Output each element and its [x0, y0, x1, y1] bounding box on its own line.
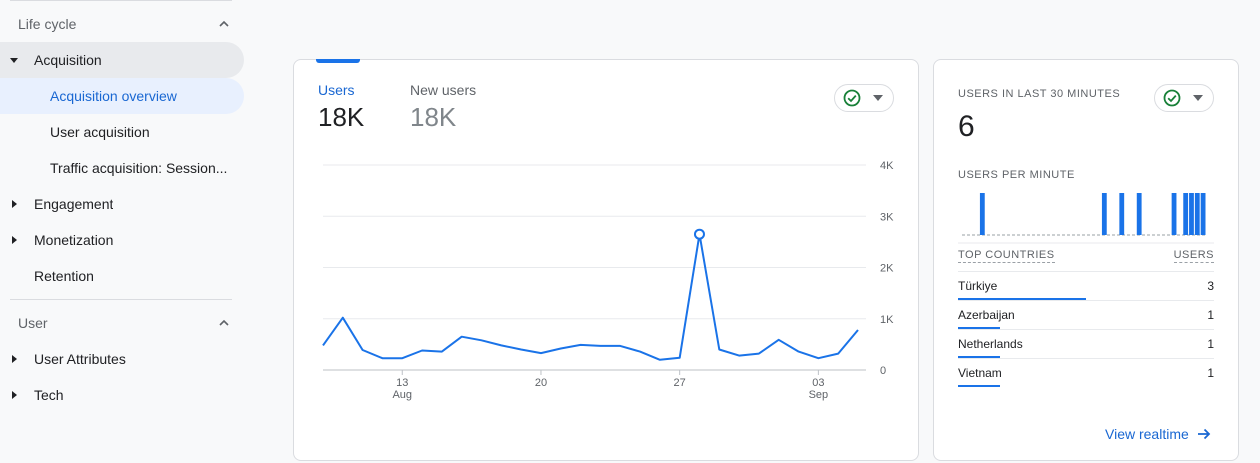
- caret-right-icon: [12, 200, 17, 208]
- realtime-data-quality-dropdown[interactable]: [1154, 84, 1214, 112]
- realtime-card: [933, 59, 1239, 461]
- data-quality-dropdown[interactable]: [834, 84, 894, 112]
- metric-value: 18K: [318, 102, 365, 132]
- country-share-bar: [958, 385, 1001, 387]
- highlighted-point: [693, 228, 705, 240]
- country-users: 1: [1207, 366, 1214, 380]
- x-tick-month-label: Sep: [809, 389, 829, 401]
- x-tick-label: 27: [674, 377, 686, 389]
- metric-tab-new-users[interactable]: New users 18K: [410, 82, 476, 133]
- caret-down-icon: [10, 58, 18, 63]
- country-users: 1: [1207, 308, 1214, 322]
- per-minute-bar: [1136, 193, 1142, 235]
- per-minute-bar: [1101, 193, 1107, 235]
- caret-down-icon: [1193, 95, 1203, 101]
- check-circle-icon: [843, 89, 861, 107]
- check-circle-icon: [1163, 89, 1181, 107]
- section-life-cycle[interactable]: Life cycle: [0, 6, 244, 42]
- x-tick-label: 20: [535, 377, 547, 389]
- country-row[interactable]: Vietnam 1: [958, 358, 1214, 387]
- users-per-minute-label: USERS PER MINUTE: [958, 169, 1075, 181]
- section-user-label: User: [18, 315, 48, 331]
- sidebar-item-acquisition[interactable]: Acquisition: [0, 42, 244, 78]
- country-name: Türkiye: [958, 279, 998, 293]
- country-name: Azerbaijan: [958, 308, 1015, 322]
- selected-metric-indicator: [316, 59, 360, 63]
- section-life-cycle-label: Life cycle: [18, 16, 77, 32]
- country-share-bar: [958, 356, 1001, 358]
- country-users: 1: [1207, 337, 1214, 351]
- metric-value: 18K: [410, 102, 457, 132]
- sidebar-item-user-attributes[interactable]: User Attributes: [0, 341, 244, 377]
- per-minute-bar: [1189, 193, 1194, 235]
- caret-right-icon: [12, 391, 17, 399]
- section-user[interactable]: User: [0, 305, 244, 341]
- country-row[interactable]: Azerbaijan 1: [958, 300, 1214, 329]
- caret-right-icon: [12, 236, 17, 244]
- y-tick-label: 4K: [880, 160, 894, 172]
- caret-down-icon: [873, 95, 883, 101]
- view-realtime-label: View realtime: [1105, 426, 1189, 442]
- metric-label: Users: [318, 82, 355, 98]
- country-share-bar: [958, 327, 1001, 329]
- per-minute-bar: [1119, 193, 1125, 235]
- y-tick-label: 1K: [880, 314, 894, 326]
- x-tick-label: 13: [396, 377, 408, 389]
- y-tick-label: 2K: [880, 263, 894, 275]
- chevron-up-icon: [219, 20, 229, 27]
- metric-label: New users: [410, 82, 477, 98]
- country-row[interactable]: Türkiye 3: [958, 271, 1214, 300]
- x-tick-month-label: Aug: [392, 389, 412, 401]
- users-column-header[interactable]: USERS: [1173, 249, 1214, 263]
- sidebar-divider: [10, 299, 232, 300]
- per-minute-bar: [979, 193, 985, 235]
- realtime-value: 6: [958, 110, 975, 143]
- sidebar-item-acquisition-overview[interactable]: Acquisition overview: [0, 78, 244, 114]
- sidebar-item-monetization[interactable]: Monetization: [0, 222, 244, 258]
- top-countries-header[interactable]: TOP COUNTRIES: [958, 249, 1055, 263]
- arrow-right-icon: [1197, 428, 1211, 440]
- x-tick-label: 03: [812, 377, 824, 389]
- country-row[interactable]: Netherlands 1: [958, 329, 1214, 358]
- per-minute-bar: [1194, 193, 1200, 235]
- country-name: Vietnam: [958, 366, 1002, 380]
- country-share-bar: [958, 298, 1086, 300]
- sidebar-top-divider: [10, 0, 232, 1]
- sidebar-item-tech[interactable]: Tech: [0, 377, 244, 413]
- users-overview-card: [293, 59, 919, 461]
- per-minute-bar: [1171, 193, 1177, 235]
- realtime-title: USERS IN LAST 30 MINUTES: [958, 88, 1121, 100]
- y-tick-label: 3K: [880, 211, 894, 223]
- y-tick-label: 0: [880, 365, 886, 377]
- country-users: 3: [1207, 279, 1214, 293]
- sidebar: Life cycle Acquisition Acquisition overv…: [0, 0, 244, 463]
- metric-tab-users[interactable]: Users 18K: [318, 82, 364, 133]
- chevron-up-icon: [219, 319, 229, 326]
- per-minute-bar: [1200, 193, 1206, 235]
- per-minute-bar: [1183, 193, 1189, 235]
- country-name: Netherlands: [958, 337, 1023, 351]
- users-series-line: [322, 233, 859, 361]
- view-realtime-link[interactable]: View realtime: [1105, 426, 1211, 442]
- caret-right-icon: [12, 355, 17, 363]
- sidebar-item-engagement[interactable]: Engagement: [0, 186, 244, 222]
